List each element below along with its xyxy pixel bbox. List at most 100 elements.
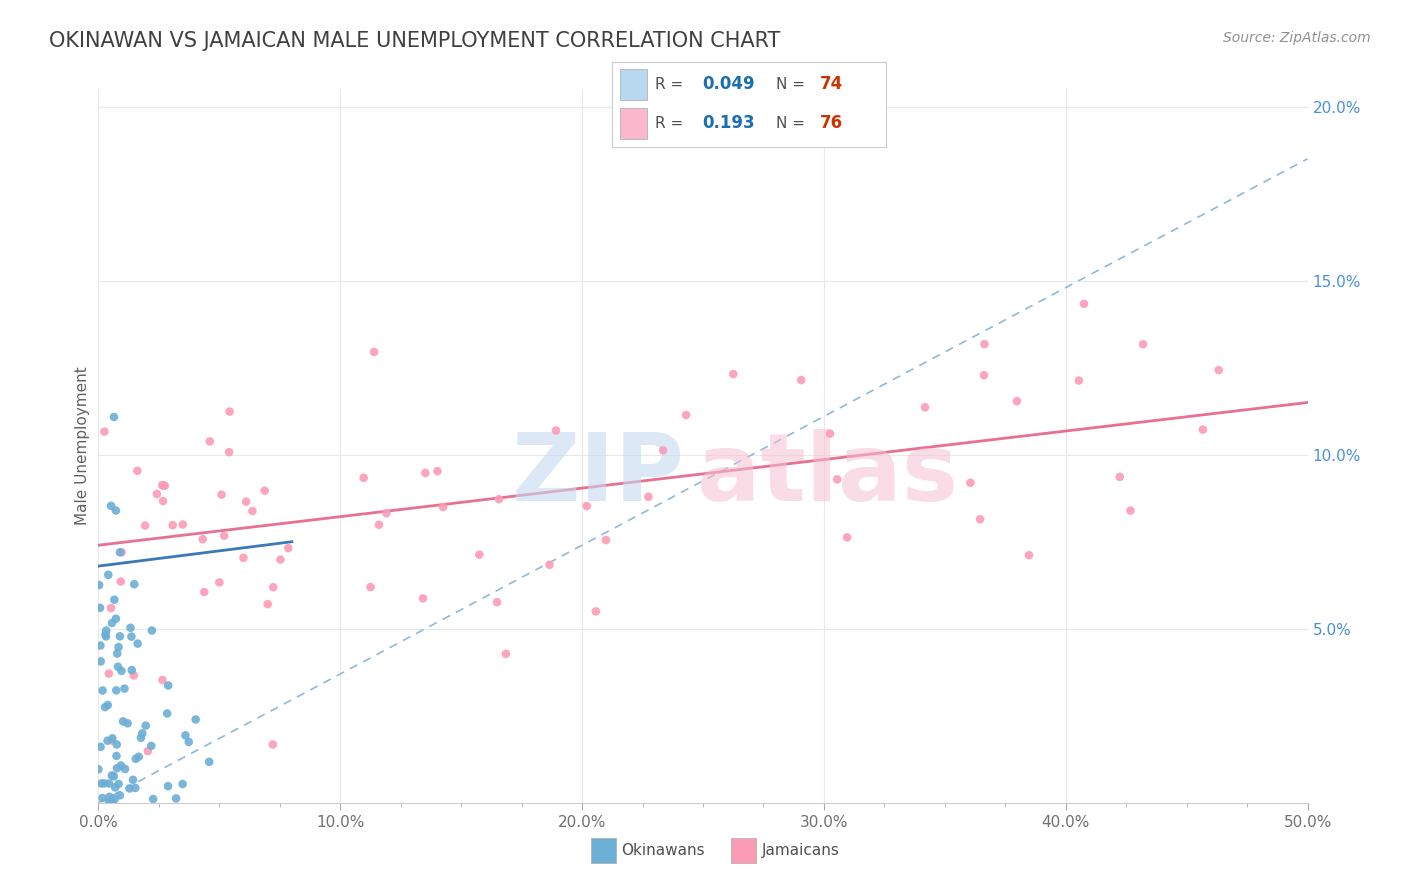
Point (127, 637, 149, 651)
Point (415, 466, 437, 480)
Point (87, 762, 110, 776)
Point (690, 133, 713, 147)
Point (128, 749, 150, 764)
Text: 76: 76 (820, 114, 844, 132)
Text: R =: R = (655, 116, 689, 131)
Point (117, 716, 139, 731)
Point (90, 739, 112, 754)
Point (198, 434, 221, 449)
Point (108, 545, 131, 559)
Text: OKINAWAN VS JAMAICAN MALE UNEMPLOYMENT CORRELATION CHART: OKINAWAN VS JAMAICAN MALE UNEMPLOYMENT C… (49, 31, 780, 51)
Point (1132, 337, 1154, 351)
Point (125, 752, 148, 766)
Point (91, 791, 114, 805)
Point (105, 738, 128, 752)
Point (232, 550, 254, 565)
Point (208, 575, 231, 590)
Point (100, 601, 122, 615)
Point (142, 792, 165, 806)
Point (973, 368, 995, 383)
Point (90, 776, 112, 790)
Point (363, 345, 385, 359)
Point (105, 647, 128, 661)
Point (98, 795, 121, 809)
Text: atlas: atlas (697, 428, 957, 521)
FancyBboxPatch shape (620, 108, 647, 139)
Point (1073, 297, 1095, 311)
Point (172, 517, 194, 532)
Point (486, 595, 509, 609)
Text: Source: ZipAtlas.com: Source: ZipAtlas.com (1223, 31, 1371, 45)
Point (101, 768, 124, 782)
Point (89, 639, 111, 653)
Point (256, 597, 278, 611)
Point (110, 758, 132, 772)
Point (136, 744, 159, 758)
Point (103, 592, 125, 607)
Point (96, 733, 118, 747)
Text: Okinawans: Okinawans (621, 844, 704, 858)
Point (262, 580, 284, 594)
Point (89, 600, 111, 615)
Text: N =: N = (776, 77, 810, 92)
Point (105, 748, 128, 763)
Point (368, 517, 391, 532)
Point (162, 518, 184, 533)
Point (432, 500, 454, 515)
Point (107, 660, 129, 674)
Point (129, 731, 152, 745)
Point (104, 780, 127, 795)
Point (105, 683, 128, 698)
Point (104, 503, 127, 517)
Point (112, 714, 135, 729)
Point (1119, 503, 1142, 517)
Point (1208, 363, 1230, 377)
Text: N =: N = (776, 116, 810, 131)
Point (91, 683, 114, 698)
Point (1108, 470, 1130, 484)
Point (93, 425, 115, 439)
Point (375, 506, 398, 520)
Text: 0.049: 0.049 (702, 76, 755, 94)
Point (101, 731, 124, 746)
Text: ZIP: ZIP (512, 428, 685, 521)
Point (111, 545, 134, 559)
Point (165, 791, 187, 805)
Point (538, 558, 561, 572)
Point (412, 591, 434, 606)
Point (585, 604, 607, 618)
Point (790, 373, 813, 387)
Point (269, 552, 291, 566)
Point (544, 424, 567, 438)
Point (152, 673, 174, 687)
Point (240, 504, 263, 518)
Point (184, 713, 207, 727)
Point (198, 755, 221, 769)
Point (360, 580, 382, 594)
Point (110, 664, 132, 678)
Point (131, 726, 153, 740)
Point (835, 530, 858, 544)
Point (969, 512, 991, 526)
Point (98, 789, 121, 804)
Point (488, 492, 510, 507)
Point (114, 762, 136, 776)
Point (495, 647, 517, 661)
Point (96, 624, 118, 638)
Point (174, 728, 197, 742)
Text: R =: R = (655, 77, 689, 92)
Point (108, 789, 131, 803)
Point (172, 777, 194, 791)
Point (156, 706, 179, 721)
Point (103, 409, 125, 424)
Point (94, 629, 117, 643)
Point (135, 718, 157, 732)
Point (575, 499, 598, 513)
Point (675, 408, 697, 422)
Point (218, 404, 240, 418)
Point (150, 478, 173, 492)
Point (973, 337, 995, 351)
Point (97, 666, 120, 681)
Point (468, 548, 491, 562)
Point (141, 624, 163, 638)
